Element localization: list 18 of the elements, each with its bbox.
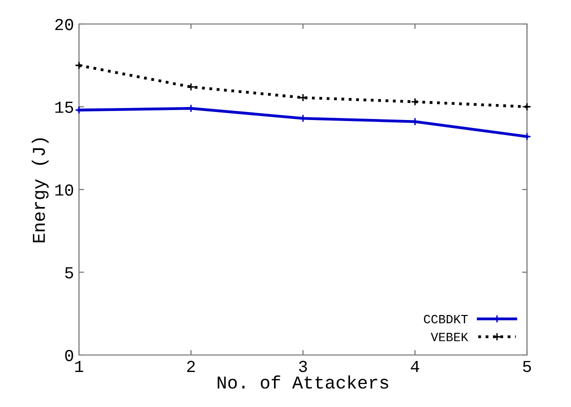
x-tick-label: 3 xyxy=(299,360,307,372)
y-tick-label: 10 xyxy=(55,184,74,196)
point xyxy=(186,82,196,92)
y-tick-label: 20 xyxy=(55,18,74,30)
point xyxy=(410,98,420,106)
legend-label: VEBEK xyxy=(430,332,468,342)
x-tick-label: 2 xyxy=(187,360,195,372)
x-axis-title: No. of Attackers xyxy=(218,375,388,389)
x-tick-label: 1 xyxy=(75,360,84,372)
point xyxy=(522,102,532,111)
y-tick-label: 0 xyxy=(65,350,74,362)
y-tick-label: 5 xyxy=(65,267,74,278)
legend-label: CCBDKT xyxy=(424,314,468,324)
y-axis-title: Energy (J) xyxy=(32,138,49,242)
y-tick-label: 15 xyxy=(55,102,74,113)
x-tick-label: 5 xyxy=(523,360,531,372)
point xyxy=(74,61,84,70)
x-tick-label: 4 xyxy=(410,360,420,372)
